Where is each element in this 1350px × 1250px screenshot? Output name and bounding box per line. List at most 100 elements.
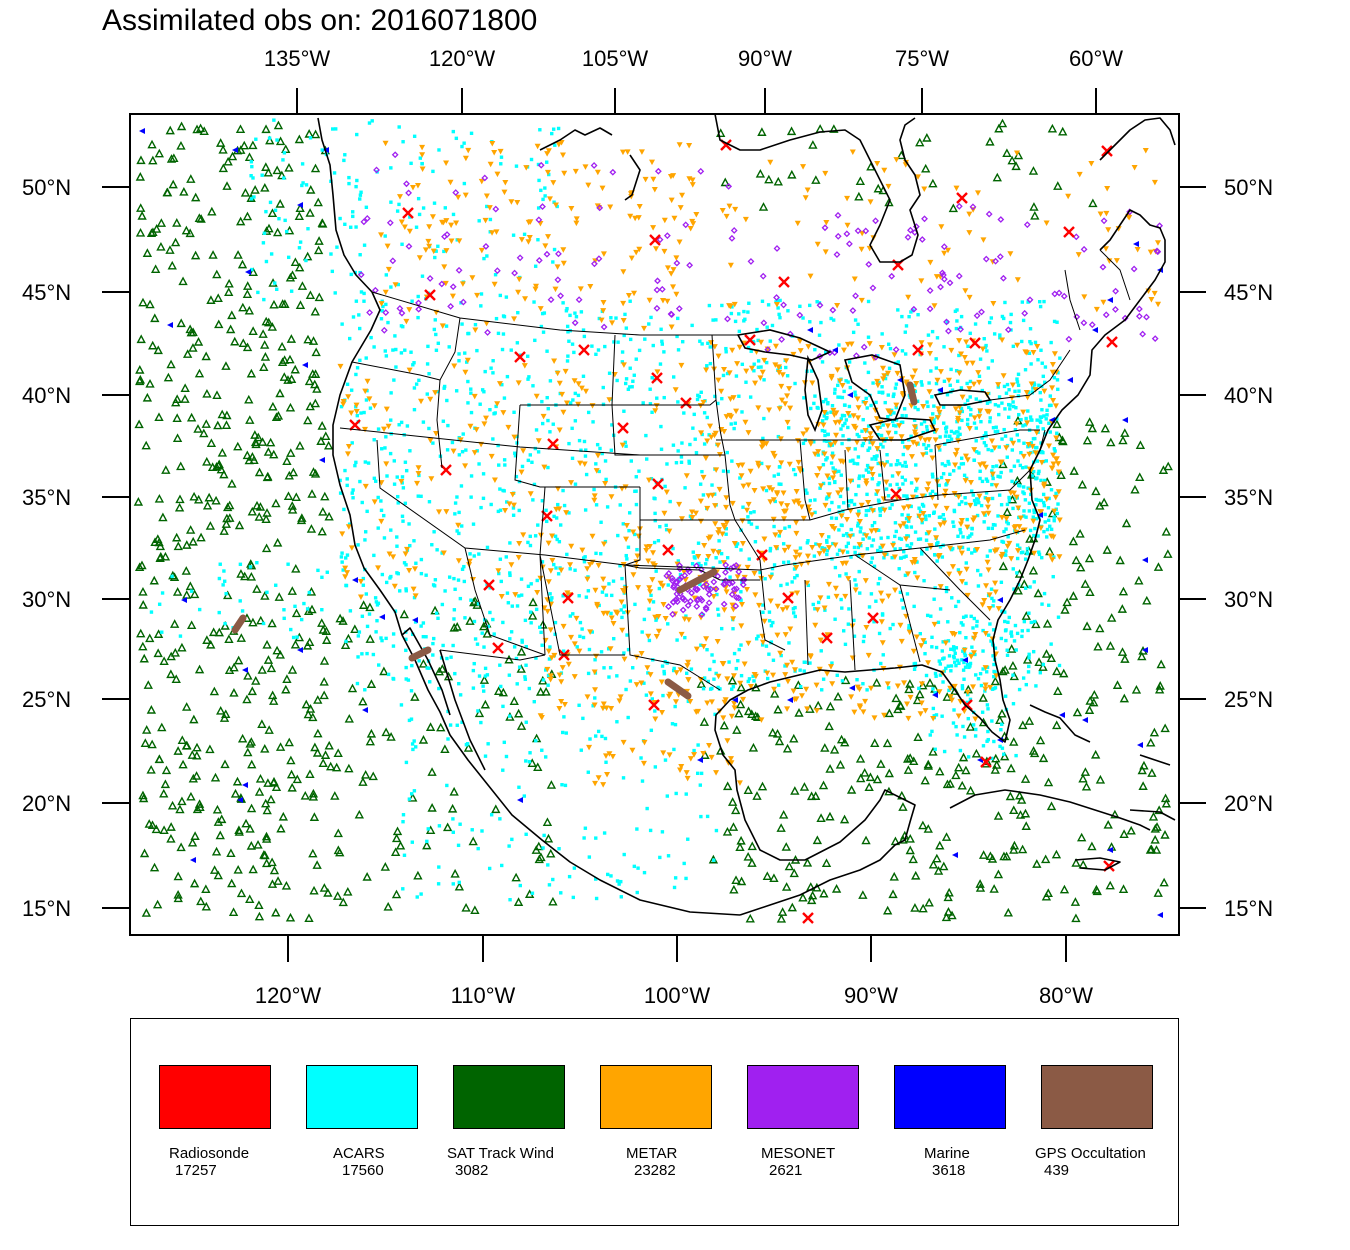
acars-marker bbox=[949, 367, 953, 372]
metar-marker bbox=[584, 576, 591, 583]
sat-track-wind-marker bbox=[997, 708, 1007, 718]
metar-marker bbox=[784, 706, 791, 712]
sat-track-wind-marker bbox=[997, 118, 1008, 128]
acars-marker bbox=[982, 441, 987, 445]
acars-marker bbox=[391, 348, 395, 352]
metar-marker bbox=[834, 367, 841, 373]
acars-marker bbox=[282, 176, 286, 180]
sat-track-wind-marker bbox=[543, 833, 554, 843]
sat-track-wind-marker bbox=[269, 865, 280, 875]
sat-track-wind-marker bbox=[244, 305, 255, 315]
acars-marker bbox=[658, 525, 662, 529]
metar-marker bbox=[581, 461, 588, 467]
metar-marker bbox=[857, 704, 864, 711]
metar-marker bbox=[478, 247, 485, 254]
acars-marker bbox=[401, 486, 406, 490]
acars-marker bbox=[533, 338, 537, 343]
mesonet-marker bbox=[1080, 319, 1088, 327]
metar-marker bbox=[385, 266, 392, 273]
acars-marker bbox=[904, 414, 908, 418]
sat-track-wind-marker bbox=[308, 848, 318, 858]
acars-marker bbox=[596, 729, 601, 734]
acars-marker bbox=[915, 486, 919, 491]
sat-track-wind-marker bbox=[546, 780, 557, 789]
acars-marker bbox=[846, 499, 851, 503]
metar-marker bbox=[964, 689, 971, 696]
mesonet-marker bbox=[1102, 311, 1110, 319]
sat-track-wind-marker bbox=[794, 708, 804, 717]
metar-marker bbox=[730, 616, 737, 622]
mesonet-marker bbox=[389, 257, 397, 265]
acars-marker bbox=[509, 630, 514, 634]
metar-marker bbox=[616, 698, 623, 704]
sat-track-wind-marker bbox=[777, 907, 788, 916]
acars-marker bbox=[979, 683, 984, 688]
sat-track-wind-marker bbox=[275, 742, 286, 751]
acars-marker bbox=[907, 438, 911, 442]
acars-marker bbox=[651, 343, 655, 348]
acars-marker bbox=[888, 626, 892, 631]
acars-marker bbox=[487, 866, 492, 871]
sat-track-wind-marker bbox=[275, 388, 285, 398]
sat-track-wind-marker bbox=[284, 470, 294, 480]
lat-label: 20°N bbox=[22, 791, 71, 816]
acars-marker bbox=[942, 749, 947, 754]
metar-marker bbox=[825, 581, 832, 588]
sat-track-wind-marker bbox=[748, 742, 759, 752]
sat-track-wind-marker bbox=[806, 791, 817, 801]
acars-marker bbox=[612, 340, 616, 344]
metar-marker bbox=[885, 430, 892, 437]
sat-track-wind-marker bbox=[233, 441, 243, 451]
acars-marker bbox=[355, 366, 360, 370]
acars-marker bbox=[851, 458, 855, 462]
acars-marker bbox=[675, 638, 679, 642]
metar-marker bbox=[838, 487, 845, 493]
sat-track-wind-marker bbox=[268, 401, 278, 411]
sat-track-wind-marker bbox=[172, 433, 183, 443]
metar-marker bbox=[837, 458, 844, 465]
sat-track-wind-marker bbox=[468, 836, 478, 846]
metar-marker bbox=[761, 618, 768, 625]
acars-marker bbox=[915, 494, 919, 499]
sat-track-wind-marker bbox=[212, 269, 222, 279]
sat-track-wind-marker bbox=[300, 790, 310, 800]
acars-marker bbox=[431, 641, 435, 646]
metar-marker bbox=[673, 291, 680, 298]
metar-marker bbox=[607, 204, 614, 210]
acars-marker bbox=[946, 459, 950, 464]
acars-marker bbox=[864, 468, 869, 472]
sat-track-wind-marker bbox=[1077, 479, 1088, 489]
acars-marker bbox=[460, 567, 465, 571]
acars-marker bbox=[934, 381, 939, 386]
sat-track-wind-marker bbox=[257, 719, 267, 728]
sat-track-wind-marker bbox=[1008, 661, 1018, 670]
acars-marker bbox=[583, 454, 588, 458]
acars-marker bbox=[1021, 485, 1026, 489]
acars-marker bbox=[1007, 388, 1011, 392]
sat-track-wind-marker bbox=[267, 618, 277, 628]
sat-track-wind-marker bbox=[818, 780, 829, 790]
acars-marker bbox=[376, 526, 380, 530]
acars-marker bbox=[364, 356, 368, 360]
acars-marker bbox=[349, 225, 353, 229]
acars-marker bbox=[1023, 423, 1028, 427]
acars-marker bbox=[925, 428, 929, 433]
acars-marker bbox=[858, 530, 863, 534]
acars-marker bbox=[1017, 687, 1022, 692]
acars-marker bbox=[768, 339, 772, 343]
sat-track-wind-marker bbox=[247, 759, 257, 769]
metar-marker bbox=[646, 585, 653, 591]
acars-marker bbox=[861, 537, 865, 541]
acars-marker bbox=[953, 660, 957, 664]
metar-marker bbox=[708, 434, 715, 441]
acars-marker bbox=[170, 574, 174, 579]
acars-marker bbox=[543, 668, 548, 672]
metar-marker bbox=[991, 445, 998, 451]
metar-marker bbox=[935, 445, 942, 451]
metar-marker bbox=[710, 548, 717, 555]
metar-marker bbox=[520, 532, 527, 538]
metar-marker bbox=[668, 271, 675, 277]
acars-marker bbox=[637, 348, 642, 353]
sat-track-wind-marker bbox=[1071, 858, 1081, 867]
sat-track-wind-marker bbox=[728, 822, 739, 831]
